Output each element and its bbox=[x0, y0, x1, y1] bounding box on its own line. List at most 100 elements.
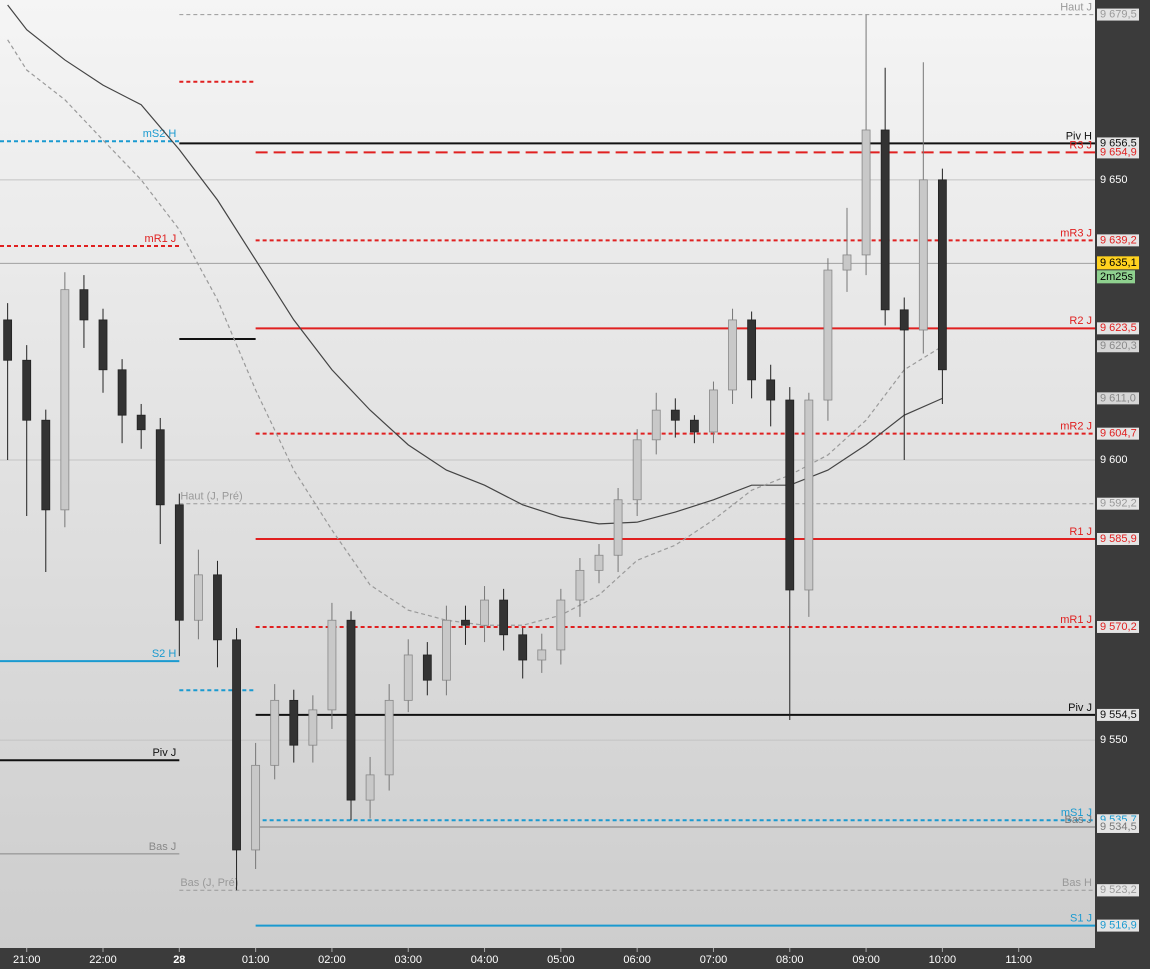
candle-body bbox=[651, 409, 661, 441]
price-box-label: 9 585,9 bbox=[1100, 533, 1137, 545]
price-box-label: 9 570,2 bbox=[1100, 621, 1137, 633]
x-tick-label: 07:00 bbox=[700, 954, 728, 966]
price-box bbox=[1097, 392, 1139, 405]
candle-body bbox=[575, 569, 585, 601]
candle-body bbox=[193, 574, 203, 621]
level-label: Haut (J, Pré) bbox=[180, 491, 242, 503]
x-tick-label: 28 bbox=[173, 954, 185, 966]
price-box bbox=[1097, 820, 1139, 833]
level-label: Haut J bbox=[1060, 1, 1092, 13]
candle-body bbox=[728, 319, 737, 391]
candle-body bbox=[461, 619, 470, 626]
price-box bbox=[1097, 708, 1139, 721]
candle-body bbox=[60, 289, 70, 511]
price-box-label: 9 592,2 bbox=[1100, 498, 1137, 510]
candle-body bbox=[785, 399, 795, 591]
level-label: Bas J bbox=[149, 841, 177, 853]
candle-body bbox=[537, 649, 547, 661]
y-tick-label: 9 650 bbox=[1100, 174, 1128, 186]
level-label: R1 J bbox=[1069, 526, 1092, 538]
candle-body bbox=[403, 654, 413, 701]
price-box-label: 9 554,5 bbox=[1100, 709, 1137, 721]
candle-body bbox=[632, 439, 642, 501]
candle-body bbox=[823, 269, 833, 401]
current-price-box bbox=[1097, 256, 1139, 270]
level-label: S2 H bbox=[152, 648, 177, 660]
x-tick-label: 04:00 bbox=[471, 954, 499, 966]
candle-body bbox=[327, 619, 337, 711]
price-box-label: 9 611,0 bbox=[1100, 392, 1136, 404]
level-label: Bas (J, Pré) bbox=[180, 877, 238, 889]
price-box-label: 9 604,7 bbox=[1100, 428, 1137, 440]
x-tick-label: 21:00 bbox=[13, 954, 41, 966]
price-box bbox=[1097, 8, 1139, 21]
candle-body bbox=[174, 504, 184, 621]
price-box bbox=[1097, 340, 1139, 353]
candle-body bbox=[98, 319, 108, 371]
price-box-label: 9 639,2 bbox=[1100, 234, 1137, 246]
candle-body bbox=[709, 389, 718, 433]
candle-body bbox=[518, 634, 528, 661]
price-box bbox=[1097, 427, 1139, 440]
candle-body bbox=[213, 574, 222, 641]
x-tick-label: 10:00 bbox=[929, 954, 957, 966]
price-box bbox=[1097, 620, 1139, 633]
candle-body bbox=[689, 419, 699, 433]
y-tick-label: 9 550 bbox=[1100, 734, 1128, 746]
current-price-label: 9 635,1 bbox=[1100, 257, 1137, 269]
candle-body bbox=[79, 289, 89, 321]
price-box bbox=[1097, 234, 1139, 247]
y-tick-label: 9 600 bbox=[1100, 454, 1128, 466]
price-box-label: 9 654,9 bbox=[1100, 146, 1137, 158]
level-label: mR1 J bbox=[145, 233, 177, 245]
countdown-label: 2m25s bbox=[1100, 271, 1134, 283]
x-tick-label: 03:00 bbox=[394, 954, 422, 966]
level-label: Piv H bbox=[1066, 130, 1092, 142]
price-box-label: 9 620,3 bbox=[1100, 340, 1137, 352]
price-box bbox=[1097, 322, 1139, 335]
price-box-label: 9 534,5 bbox=[1100, 821, 1137, 833]
candle-body bbox=[804, 399, 814, 591]
candle-body bbox=[384, 699, 394, 776]
candle-body bbox=[232, 639, 241, 851]
plot-background bbox=[0, 0, 1095, 948]
price-box bbox=[1097, 497, 1139, 510]
candle-body bbox=[441, 619, 451, 681]
countdown-box bbox=[1097, 270, 1135, 284]
level-label: Piv J bbox=[1068, 702, 1092, 714]
level-label: mR3 J bbox=[1060, 227, 1092, 239]
x-tick-label: 09:00 bbox=[852, 954, 880, 966]
candle-body bbox=[346, 619, 356, 801]
candle-body bbox=[117, 369, 127, 416]
price-box-label: 9 656,5 bbox=[1100, 137, 1137, 149]
candle-body bbox=[3, 319, 13, 361]
candle-body bbox=[22, 359, 32, 421]
moving-average bbox=[7, 4, 943, 525]
x-tick-label: 01:00 bbox=[242, 954, 270, 966]
price-box-label: 9 679,5 bbox=[1100, 8, 1137, 20]
level-label: mS1 J bbox=[1061, 807, 1092, 819]
price-box bbox=[1097, 532, 1139, 545]
level-label: mR2 J bbox=[1060, 421, 1092, 433]
candle-body bbox=[365, 774, 375, 801]
candle-body bbox=[880, 129, 890, 311]
candle-body bbox=[155, 429, 165, 506]
price-box bbox=[1097, 919, 1139, 932]
candle-body bbox=[937, 179, 947, 371]
candle-body bbox=[670, 409, 680, 421]
level-label: R3 J bbox=[1069, 139, 1092, 151]
candle-body bbox=[556, 599, 566, 651]
candle-body bbox=[136, 414, 146, 431]
x-tick-label: 22:00 bbox=[89, 954, 117, 966]
candle-body bbox=[480, 599, 489, 626]
level-label: mR1 J bbox=[1060, 614, 1092, 626]
candle-body bbox=[270, 699, 280, 766]
level-label: Bas H bbox=[1062, 877, 1092, 889]
candle-body bbox=[842, 254, 852, 271]
candle-body bbox=[747, 319, 757, 381]
x-tick-label: 05:00 bbox=[547, 954, 575, 966]
candle-body bbox=[899, 309, 909, 331]
candle-body bbox=[41, 419, 51, 511]
price-box-label: 9 523,2 bbox=[1100, 884, 1137, 896]
